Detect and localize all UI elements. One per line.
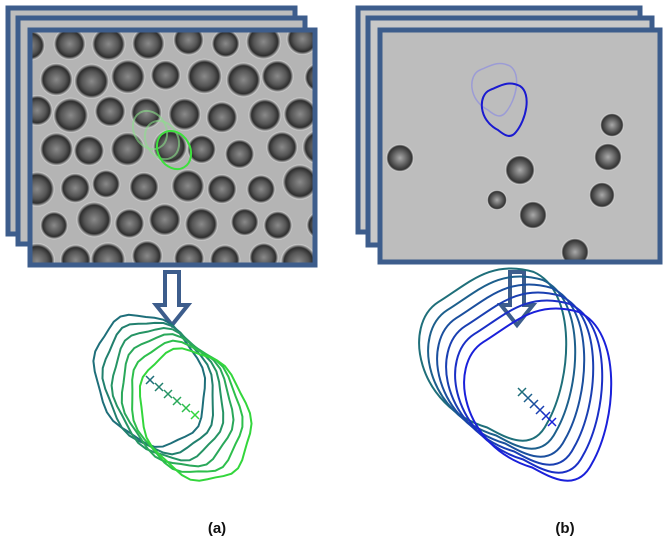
- cell: [114, 208, 144, 238]
- contour: [417, 268, 593, 464]
- cell: [60, 173, 90, 203]
- cell: [94, 96, 125, 127]
- cell: [206, 101, 238, 133]
- cell: [487, 190, 507, 210]
- cell: [282, 164, 317, 199]
- cell: [225, 139, 255, 169]
- cell: [40, 132, 74, 166]
- cell: [53, 98, 88, 133]
- cell: [40, 63, 73, 96]
- cell: [589, 182, 615, 208]
- cell: [150, 60, 180, 90]
- cell: [519, 201, 547, 229]
- cell: [281, 244, 317, 280]
- cell: [263, 211, 292, 240]
- cell: [110, 132, 144, 166]
- cell: [211, 29, 239, 57]
- centroid: [146, 376, 154, 384]
- cell: [594, 143, 622, 171]
- panel-label: (a): [208, 520, 226, 537]
- figure: (a) (b): [0, 0, 663, 543]
- contour: [408, 260, 584, 456]
- panel-label: (b): [555, 520, 574, 537]
- cell: [129, 172, 159, 202]
- contour: [444, 292, 620, 488]
- cell: [40, 211, 68, 239]
- centroid: [548, 418, 556, 426]
- centroid: [173, 397, 181, 405]
- cell: [261, 60, 293, 92]
- contours-a: [73, 294, 271, 499]
- cell: [74, 135, 105, 166]
- cell: [76, 202, 112, 238]
- microscopy-image-a: [15, 23, 338, 280]
- cell: [600, 113, 624, 137]
- cell: [60, 244, 91, 275]
- contours-b: [408, 260, 629, 496]
- cell: [386, 144, 414, 172]
- centroid: [182, 404, 190, 412]
- cell: [505, 155, 535, 185]
- centroid: [164, 390, 172, 398]
- contour: [453, 300, 629, 496]
- cell: [248, 99, 281, 132]
- cell: [19, 243, 55, 279]
- cell: [187, 59, 222, 94]
- centroid: [155, 383, 163, 391]
- cell: [207, 174, 237, 204]
- cell: [249, 243, 279, 273]
- cell: [231, 208, 259, 236]
- arrow: [156, 272, 188, 325]
- cell: [171, 169, 205, 203]
- cell: [185, 207, 219, 241]
- cell: [74, 64, 109, 99]
- cell: [54, 28, 86, 60]
- cell: [131, 97, 162, 128]
- cell: [247, 175, 276, 204]
- cell: [149, 203, 182, 236]
- cell: [92, 170, 121, 199]
- cell: [266, 131, 298, 163]
- cell: [283, 97, 317, 131]
- cell: [174, 243, 205, 274]
- cell: [302, 129, 337, 164]
- cell: [90, 242, 125, 277]
- cell: [210, 245, 241, 276]
- cell: [226, 62, 261, 97]
- cell: [306, 211, 334, 239]
- cell: [304, 63, 334, 93]
- cell: [111, 59, 146, 94]
- background: [380, 30, 660, 262]
- arrow: [501, 272, 533, 325]
- cell: [168, 98, 201, 131]
- microscopy-image-b: [380, 30, 660, 266]
- centroid: [191, 411, 199, 419]
